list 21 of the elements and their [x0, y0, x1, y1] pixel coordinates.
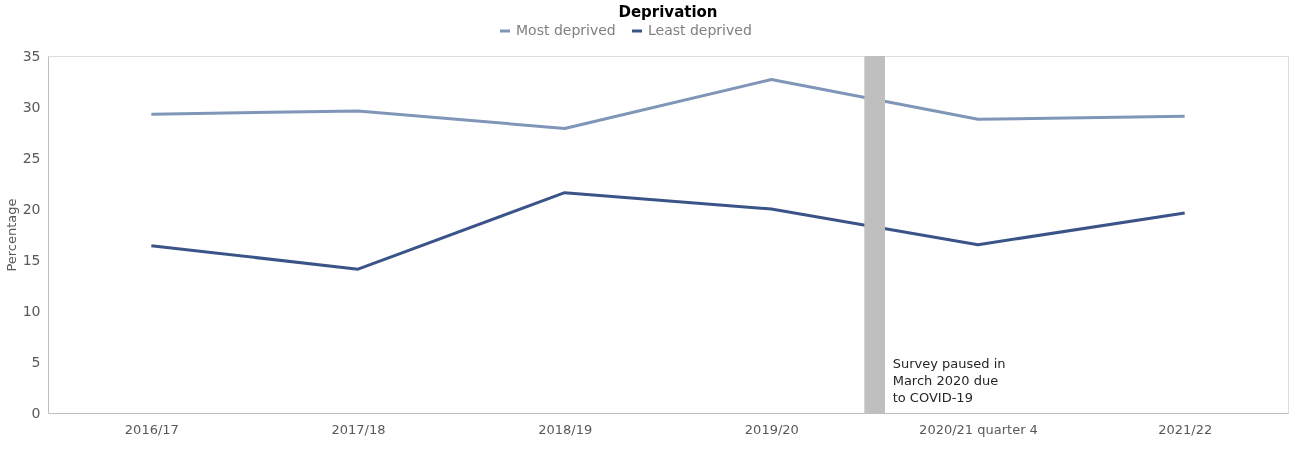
band-label: Survey paused in March 2020 due to COVID-19 [892, 356, 1006, 405]
x-tick-label: 2017/18 [331, 421, 386, 437]
legend-label: Most deprived [516, 22, 616, 38]
y-tick-label: 20 [22, 200, 41, 217]
y-tick-label: 15 [22, 251, 41, 268]
x-tick-label: 2019/20 [744, 421, 799, 437]
chart-title: Deprivation [618, 3, 718, 21]
y-tick-label: 25 [22, 149, 41, 166]
y-tick-label: 10 [22, 302, 41, 319]
x-tick-label: 2016/17 [124, 421, 179, 437]
x-tick-label: 2020/21 quarter 4 [919, 421, 1038, 437]
line-series [149, 191, 1187, 271]
y-tick-label: 0 [31, 404, 41, 421]
x-tick-label: 2021/22 [1158, 421, 1213, 437]
y-tick-label: 30 [22, 98, 41, 115]
y-tick-label: 5 [31, 353, 41, 370]
y-axis-title: Percentage [3, 198, 19, 272]
legend-label: Least deprived [648, 22, 752, 38]
line-series [149, 77, 1187, 130]
y-tick-label: 35 [22, 47, 41, 64]
x-tick-label: 2018/19 [538, 421, 593, 437]
